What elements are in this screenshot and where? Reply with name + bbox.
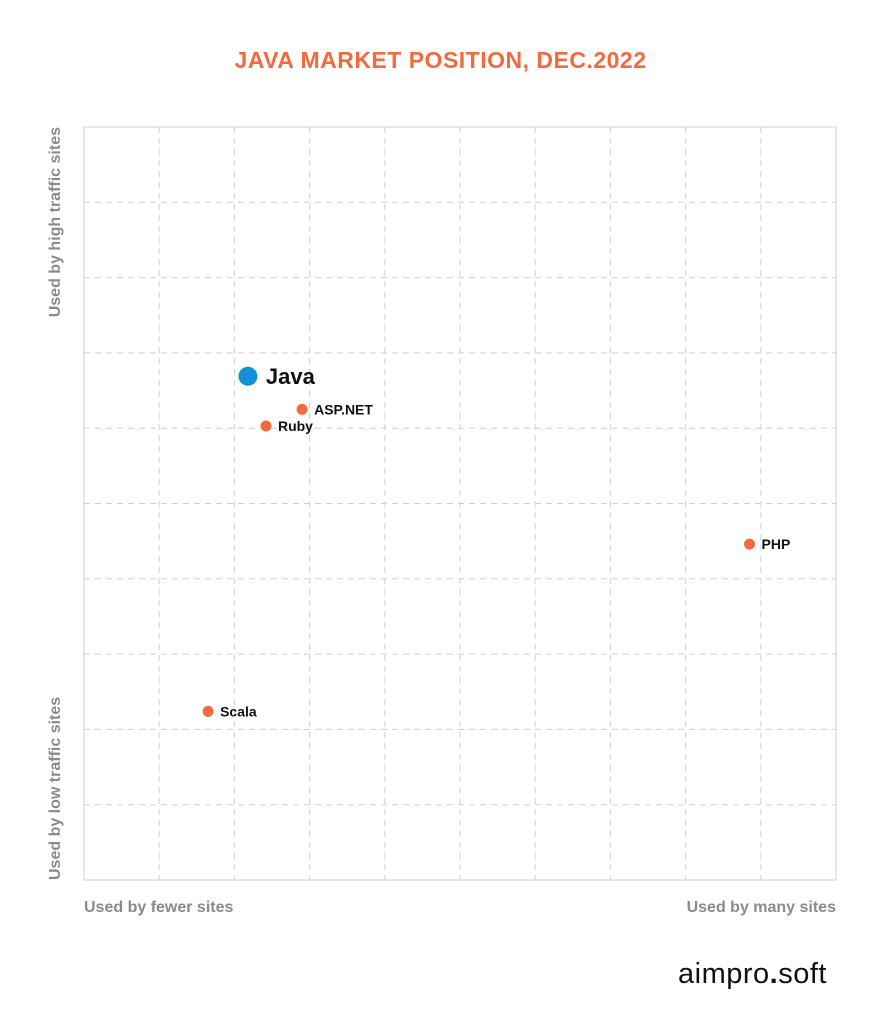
data-point-ruby — [260, 420, 272, 432]
plot-frame — [83, 126, 837, 881]
x-axis-left-label: Used by fewer sites — [84, 899, 234, 916]
data-point-asp-net — [296, 403, 308, 415]
brand-logo: aimpro.soft — [678, 958, 827, 991]
data-label-java: Java — [266, 364, 316, 389]
y-axis-top-label: Used by high traffic sites — [47, 127, 64, 317]
data-label-php: PHP — [762, 536, 791, 552]
grid — [84, 127, 836, 880]
logo-dot: . — [769, 958, 779, 990]
data-label-asp-net: ASP.NET — [314, 401, 373, 417]
y-axis-bottom-label: Used by low traffic sites — [47, 697, 64, 880]
chart-title: JAVA MARKET POSITION, DEC.2022 — [234, 47, 647, 73]
x-axis-right-label: Used by many sites — [687, 899, 837, 916]
logo-text-left: aimpro — [678, 958, 770, 990]
data-point-scala — [202, 705, 214, 717]
logo-text-right: soft — [778, 958, 827, 990]
data-label-scala: Scala — [220, 703, 257, 719]
data-point-java — [238, 366, 258, 386]
data-label-ruby: Ruby — [278, 418, 313, 434]
data-point-php — [744, 538, 756, 550]
